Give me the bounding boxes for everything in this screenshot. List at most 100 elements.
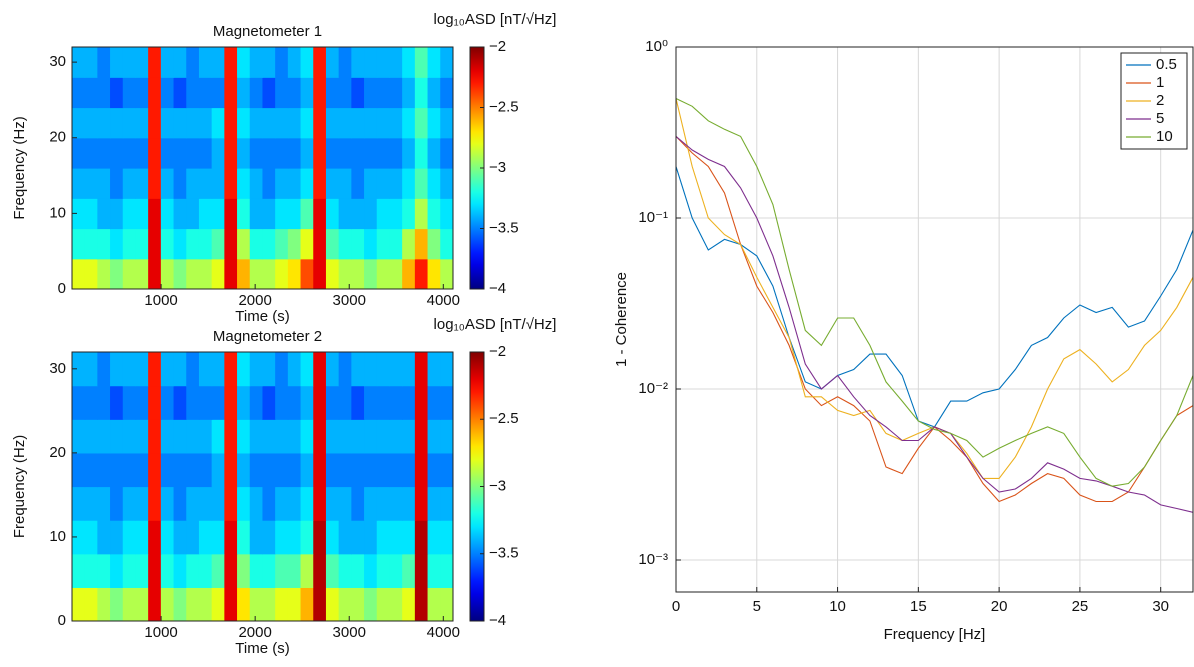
heatmap-cell [84,520,98,555]
heatmap-cell [211,228,225,260]
heatmap-cell [237,520,251,555]
heatmap-cell [338,352,352,387]
heatmap-cell [389,553,403,588]
heatmap-cell [338,198,352,230]
heatmap-cell [211,258,225,289]
heatmap-cell [325,419,340,454]
heatmap-cell [325,553,340,588]
heatmap-cell [148,419,162,454]
heatmap-cell [325,77,340,109]
colorbar-tick-label: −3.5 [489,219,519,236]
heatmap-cell [135,587,149,621]
heatmap-cell [300,419,314,454]
heatmap-cell [122,168,137,199]
heatmap-cell [122,198,137,230]
heatmap-cell [198,553,213,588]
heatmap-cell [173,107,187,139]
heatmap-cell [376,258,391,289]
heatmap-cell [249,352,264,387]
heatmap-cell [414,486,429,521]
heatmap-cell [402,587,416,621]
heatmap-cell [262,198,276,230]
heatmap-cell [427,452,441,488]
heatmap-cell [160,198,175,230]
colorbar-tick-label: −4 [489,280,506,297]
heatmap-cell [389,258,403,289]
heatmap-cell [198,47,213,78]
heatmap-cell [338,107,352,139]
heatmap-cell [402,107,416,139]
legend-label: 10 [1156,128,1173,145]
heatmap-cell [389,107,403,139]
heatmap-cell [148,352,162,387]
heatmap-cell [110,258,124,289]
heatmap-cell [287,107,302,139]
y-tick-label: 20 [49,129,66,146]
heatmap-cell [97,228,111,260]
heatmap-cell [440,352,453,387]
heatmap-cell [110,419,124,454]
heatmap-cell [249,258,264,289]
heatmap-cell [313,228,327,260]
y-tick-label: 30 [49,53,66,70]
heatmap-cell [389,352,403,387]
heatmap-cell [262,258,276,289]
heatmap-cell [287,168,302,199]
heatmap-cell [186,352,200,387]
heatmap-cell [186,198,200,230]
heatmap-cell [325,520,340,555]
heatmap-cell [198,198,213,230]
heatmap-cell [237,258,251,289]
heatmap-cell [338,520,352,555]
heatmap-cell [173,168,187,199]
heatmap-cell [262,228,276,260]
heatmap-cell [249,137,264,169]
heatmap-cell [364,228,378,260]
heatmap-cell [97,587,111,621]
heatmap-cell [110,553,124,588]
heatmap-cell [122,486,137,521]
heatmap-cell [148,486,162,521]
heatmap-cell [97,258,111,289]
heatmap-cell [135,258,149,289]
heatmap-cell [364,486,378,521]
heatmap-cell [262,137,276,169]
heatmap-cell [275,587,289,621]
heatmap-cell [249,228,264,260]
heatmap-cell [186,587,200,621]
heatmap-cell [427,107,441,139]
heatmap-cell [237,385,251,420]
heatmap-cell [414,77,429,109]
heatmap-cell [211,168,225,199]
heatmap-cell [148,587,162,621]
heatmap-cell [237,198,251,230]
heatmap-cell [287,198,302,230]
heatmap-cell [440,385,453,420]
heatmap-cell [427,553,441,588]
heatmap-cell [249,452,264,488]
heatmap-cell [414,258,429,289]
heatmap-cell [338,385,352,420]
heatmap-cell [351,419,365,454]
heatmap-cell [351,553,365,588]
heatmap-cell [97,352,111,387]
heatmap-cell [198,520,213,555]
heatmap-cell [110,520,124,555]
heatmap-cell [122,587,137,621]
heatmap-cell [275,385,289,420]
x-tick-label: 30 [1152,598,1169,615]
heatmap-cell [84,107,98,139]
heatmap-cell [364,385,378,420]
heatmap-cell [249,587,264,621]
heatmap-cell [313,258,327,289]
heatmap-cell [427,77,441,109]
heatmap-cell [325,228,340,260]
heatmap-cell [275,258,289,289]
heatmap-cell [135,520,149,555]
heatmap-cell [186,107,200,139]
heatmap-cell [173,452,187,488]
heatmap-cell [249,168,264,199]
heatmap-cell [440,137,453,169]
series-line [676,98,1193,487]
heatmap-cell [186,77,200,109]
